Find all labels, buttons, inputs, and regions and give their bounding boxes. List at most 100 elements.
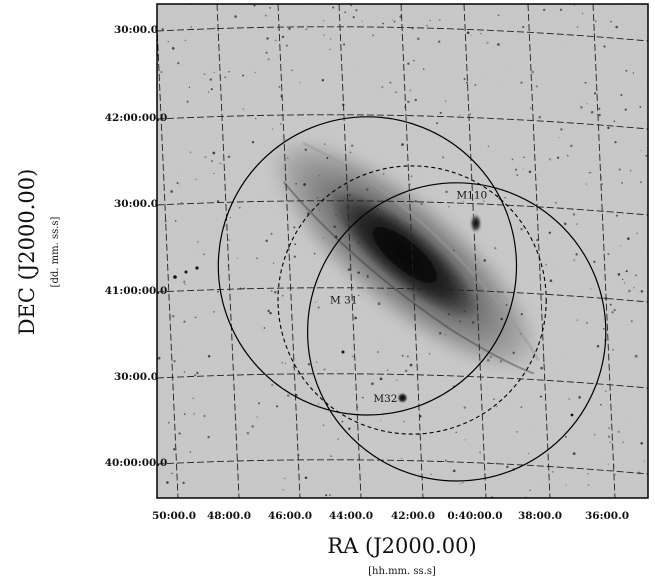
star [612,348,615,351]
dec-grid-line [157,373,648,389]
star [587,472,589,475]
star [516,173,519,177]
object-label: M32 [373,393,397,405]
star [400,458,402,460]
star [172,448,176,451]
star [264,14,268,17]
star [545,263,548,266]
star [603,45,606,48]
ra-grid-line [592,4,616,498]
star [303,183,306,186]
star [499,360,503,363]
star [407,62,410,65]
star [381,86,384,89]
star [329,38,332,40]
star [391,19,394,21]
star [548,158,552,161]
star [439,111,442,114]
star [213,27,216,30]
star [512,351,515,355]
star [207,91,210,93]
star [500,317,503,321]
star [386,369,389,371]
star [347,268,351,271]
dec-grid-line [157,459,648,475]
star [609,441,612,444]
star [454,275,456,277]
star [372,34,374,36]
star [251,141,255,144]
star [594,92,597,95]
star [576,319,579,321]
star [281,35,285,39]
dec-grid-line [157,114,648,130]
star [594,20,597,23]
star [286,157,289,160]
star [173,360,176,363]
star [213,71,215,73]
star [267,309,270,313]
star [520,228,523,231]
star [212,151,216,155]
star [254,71,256,74]
star [470,35,472,37]
star [236,258,238,260]
star [197,241,199,243]
star [538,115,542,119]
star [383,173,385,175]
star [438,40,441,43]
star [420,202,423,206]
star [506,465,509,469]
star [598,113,601,117]
star [377,302,381,306]
ra-grid-line [338,4,362,498]
star [429,19,431,22]
star [195,266,199,270]
star [377,218,381,222]
star [254,117,257,120]
star [582,13,584,15]
star [217,290,219,293]
star [313,252,316,255]
star [293,226,296,229]
star [568,398,570,400]
star [294,243,297,246]
star [464,439,466,441]
y-tick-label: 42:00:00.0 [105,112,168,124]
star [640,149,642,151]
star [246,431,250,435]
star [322,237,324,239]
y-tick-label: 30:00.0 [114,371,158,383]
star [318,175,320,177]
star [410,175,413,178]
star [182,481,185,485]
star [465,81,468,84]
star [572,213,576,216]
star [618,168,621,171]
star [322,424,325,427]
star [625,69,628,72]
star [396,379,398,382]
sky-image [157,4,648,498]
star [171,472,173,475]
dec-grid-line [157,26,648,42]
star [405,369,408,373]
star [570,413,574,417]
star [455,431,457,433]
star [459,320,461,323]
star [622,441,624,444]
star [523,156,525,159]
star [343,43,346,46]
star [474,84,477,86]
x-axis-subtitle: [hh.mm. ss.s] [368,566,436,577]
star [613,120,616,123]
star [305,28,308,31]
star [189,451,192,453]
x-tick-label: 36:00.0 [585,510,629,522]
star [607,435,611,438]
star [387,293,389,296]
star [531,70,535,74]
star [263,327,266,329]
galaxy-objects: M110 M 31 M32 [330,189,487,405]
star [608,427,610,430]
